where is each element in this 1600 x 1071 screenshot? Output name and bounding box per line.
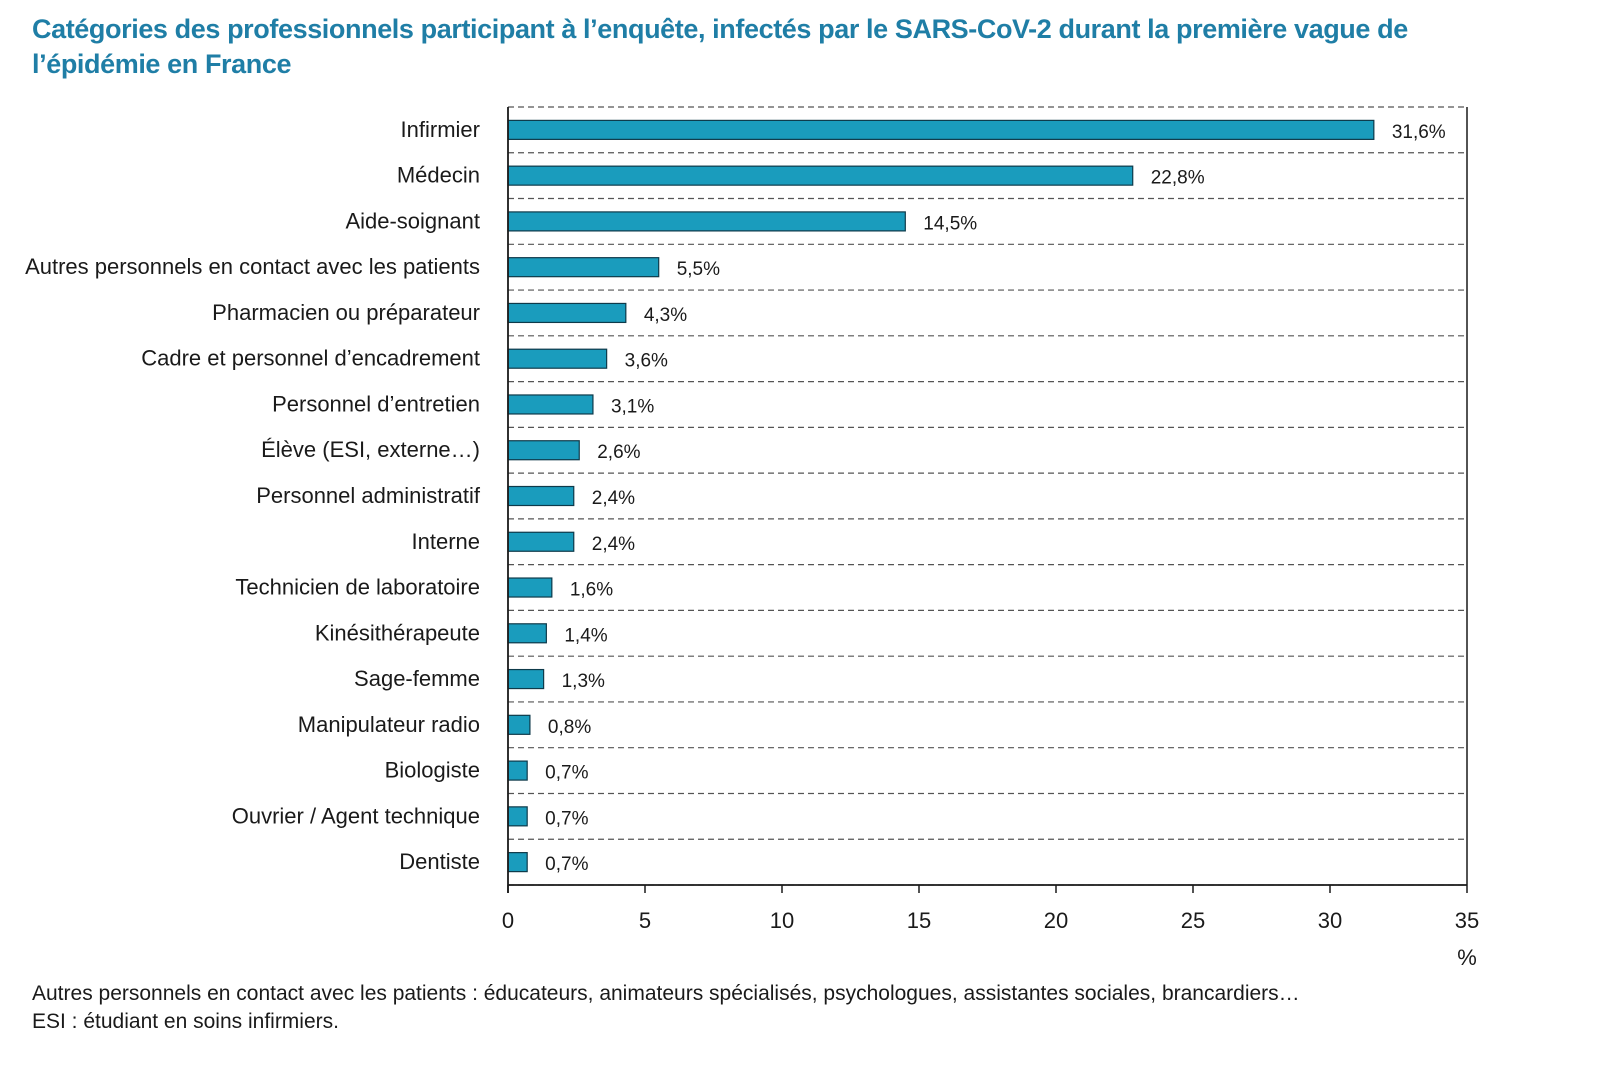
category-label: Ouvrier / Agent technique (232, 803, 480, 828)
footnote-esi: ESI : étudiant en soins infirmiers. (32, 1010, 339, 1033)
category-label: Autres personnels en contact avec les pa… (25, 254, 480, 279)
footnotes: Autres personnels en contact avec les pa… (32, 980, 1532, 1036)
data-label: 0,7% (545, 854, 588, 875)
bar (507, 257, 660, 278)
x-tick-label: 30 (1318, 908, 1342, 933)
bar (507, 394, 594, 415)
x-tick-label: 5 (639, 908, 651, 933)
footnote-other-personnel: Autres personnels en contact avec les pa… (32, 982, 1300, 1005)
category-label: Personnel administratif (256, 483, 481, 508)
data-label: 1,4% (564, 625, 607, 646)
category-label: Dentiste (399, 849, 480, 874)
bar (507, 165, 1134, 186)
bar-chart: Infirmier 31,6% Médecin 22,8% Aide-soignant 1… (25, 106, 1479, 970)
bar (507, 714, 531, 735)
category-label: Interne (412, 529, 481, 554)
x-tick-label: 15 (907, 908, 931, 933)
category-label: Technicien de laboratoire (235, 575, 480, 600)
bar (507, 211, 906, 232)
bar (507, 531, 575, 552)
chart-title: Catégories des professionnels participan… (32, 14, 1408, 79)
category-label: Manipulateur radio (298, 712, 480, 737)
x-axis-label: % (1457, 945, 1477, 970)
bar (507, 760, 528, 781)
data-label: 0,8% (548, 717, 591, 738)
data-label: 31,6% (1392, 122, 1446, 143)
category-label: Infirmier (401, 117, 480, 142)
data-label: 4,3% (644, 305, 687, 326)
x-tick-label: 35 (1455, 908, 1479, 933)
bar (507, 440, 580, 461)
data-label: 1,6% (570, 580, 613, 601)
category-label: Élève (ESI, externe…) (261, 437, 480, 462)
bar (507, 119, 1375, 140)
x-tick-label: 0 (502, 908, 514, 933)
category-label: Médecin (397, 163, 480, 188)
bar (507, 806, 528, 827)
data-label: 3,6% (625, 351, 668, 372)
data-label: 14,5% (923, 213, 977, 234)
bar (507, 348, 608, 369)
x-tick-label: 10 (770, 908, 794, 933)
category-label: Biologiste (385, 758, 480, 783)
category-label: Pharmacien ou préparateur (212, 300, 480, 325)
data-label: 0,7% (545, 808, 588, 829)
x-tick-label: 20 (1044, 908, 1068, 933)
bar (507, 302, 627, 324)
data-label: 1,3% (562, 671, 605, 692)
data-label: 3,1% (611, 396, 654, 417)
bar (507, 623, 547, 644)
category-label: Sage-femme (354, 666, 480, 691)
x-tick-label: 25 (1181, 908, 1205, 933)
category-label: Cadre et personnel d’encadrement (141, 346, 480, 371)
data-label: 22,8% (1151, 168, 1205, 189)
data-label: 5,5% (677, 259, 720, 280)
bar (507, 485, 575, 507)
category-label: Kinésithérapeute (315, 620, 480, 645)
bar (507, 852, 528, 873)
data-label: 2,6% (597, 442, 640, 463)
bar (507, 577, 553, 598)
data-label: 0,7% (545, 763, 588, 784)
category-label: Aide-soignant (345, 208, 480, 233)
data-label: 2,4% (592, 534, 635, 555)
category-label: Personnel d’entretien (272, 391, 480, 416)
data-label: 2,4% (592, 488, 635, 509)
bar (507, 668, 545, 690)
